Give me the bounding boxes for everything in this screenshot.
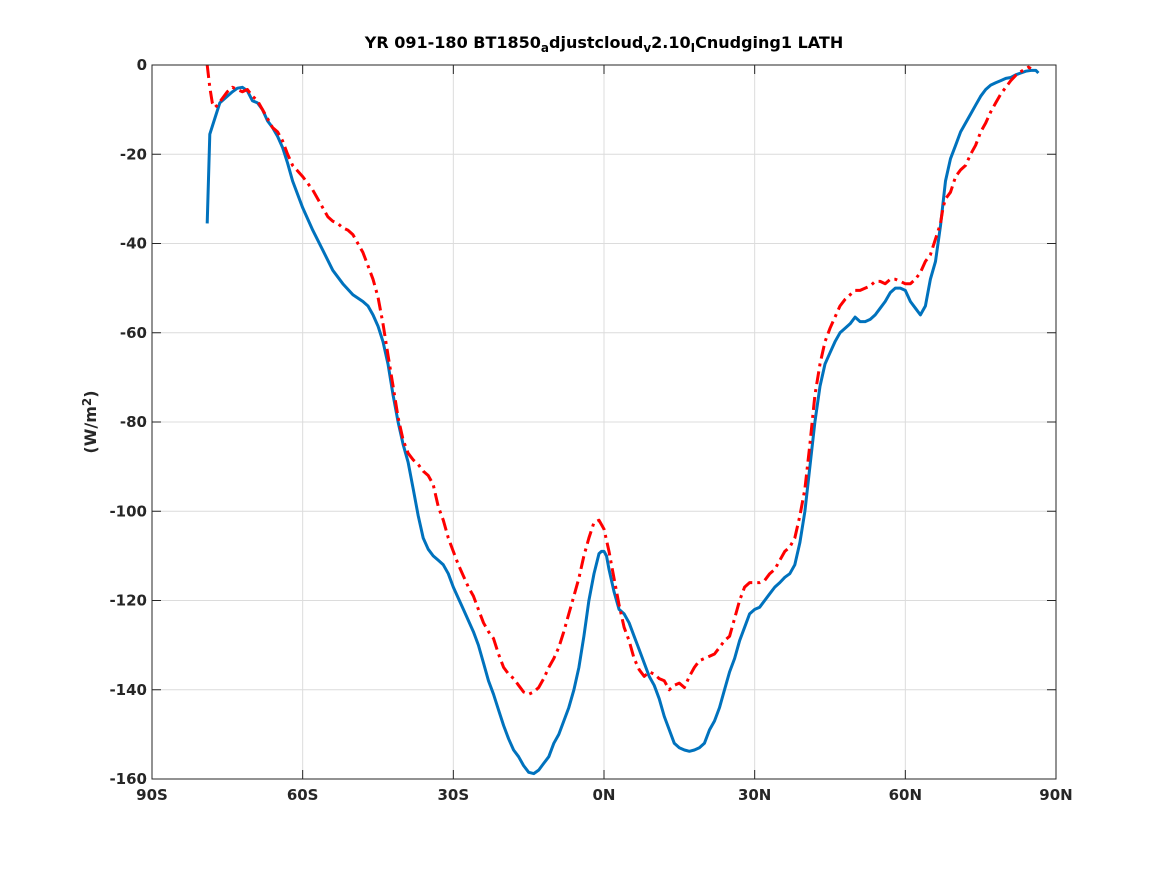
title-part: djustcloud xyxy=(549,33,643,52)
y-tick-label: -100 xyxy=(109,502,147,520)
title-part: 2.10 xyxy=(651,33,690,52)
x-tick-label: 90S xyxy=(136,786,168,804)
x-tick-label: 0N xyxy=(593,786,616,804)
series-line-red-dashdot xyxy=(205,64,1032,696)
y-tick-label: -120 xyxy=(109,592,147,610)
ticks xyxy=(151,64,1057,780)
x-tick-label: 30N xyxy=(738,786,771,804)
ylabel-superscript: 2 xyxy=(80,398,94,406)
y-tick-label: -20 xyxy=(120,145,147,163)
x-tick-label: 60N xyxy=(889,786,922,804)
x-tick-label: 90N xyxy=(1039,786,1072,804)
title-subscript: v xyxy=(643,41,651,55)
y-tick-label: -140 xyxy=(109,681,147,699)
y-tick-label: -60 xyxy=(120,324,147,342)
y-axis-label: (W/m2) xyxy=(80,390,100,453)
y-tick-label: -160 xyxy=(109,770,147,788)
title-subscript: a xyxy=(541,41,549,55)
tick-labels: 90S 60S 30S 0N 30N 60N 90N 0 -20 -40 -60 -80 -100 -12… xyxy=(109,56,1072,804)
ylabel-part: ) xyxy=(81,390,100,397)
y-tick-label: -40 xyxy=(120,235,147,253)
y-tick-label: 0 xyxy=(137,56,147,74)
series-layer xyxy=(205,64,1040,776)
x-tick-label: 30S xyxy=(437,786,469,804)
grid xyxy=(152,65,1056,779)
chart-title: YR 091-180 BT1850adjustcloudv2.10ICnudgi… xyxy=(364,33,843,55)
y-tick-label: -80 xyxy=(120,413,147,431)
series-line-blue-solid xyxy=(205,68,1040,776)
title-part: YR 091-180 BT1850 xyxy=(364,33,541,52)
ylabel-part: (W/m xyxy=(81,406,100,453)
x-tick-label: 60S xyxy=(287,786,319,804)
title-subscript: I xyxy=(691,41,695,55)
title-part: Cnudging1 LATH xyxy=(695,33,843,52)
